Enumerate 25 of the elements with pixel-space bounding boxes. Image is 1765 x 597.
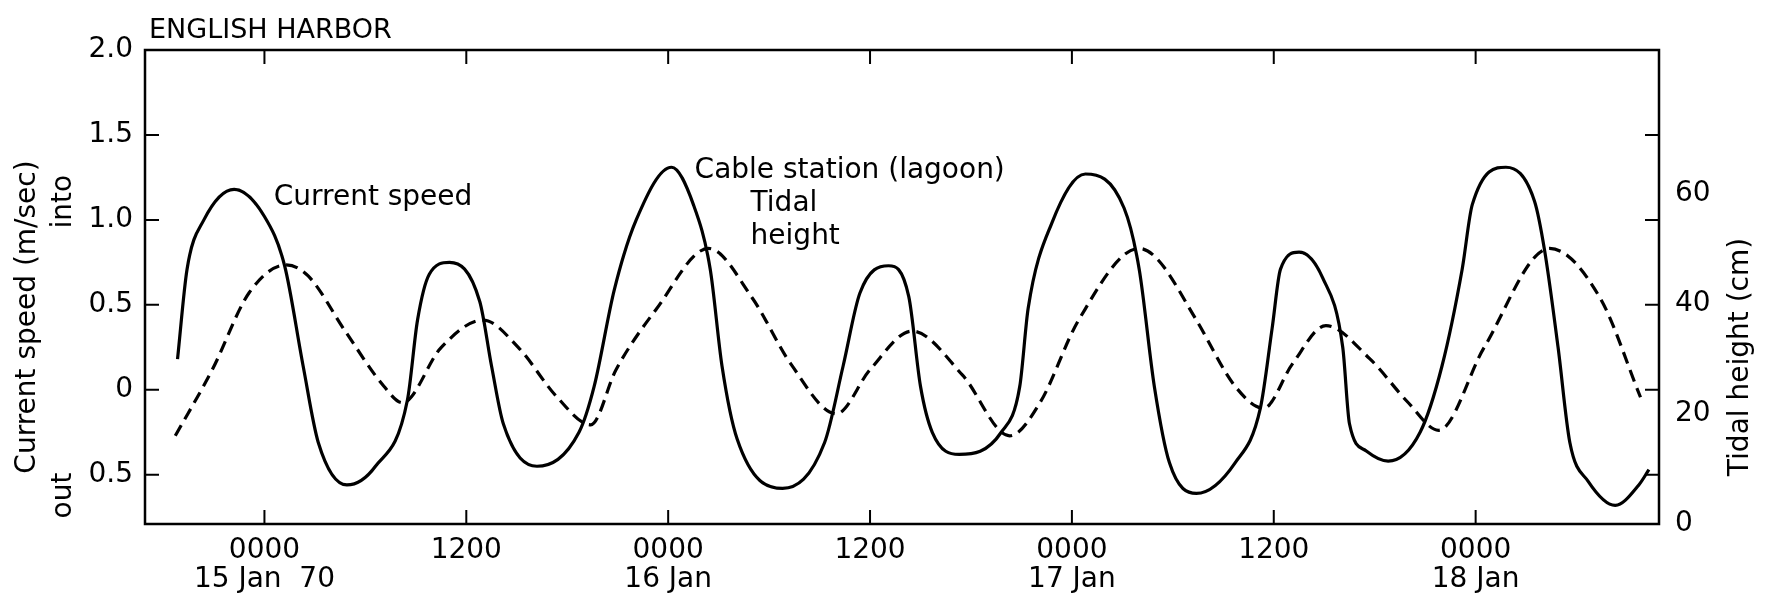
x-tick-label: 1200 [430,531,502,565]
y-tick-label: 1.5 [88,116,133,150]
x-tick-label: 1200 [834,531,906,565]
x-tick-label: 0000 18 Jan [1431,531,1520,595]
y2-tick-label: 20 [1675,395,1711,429]
annotation: Tidal height [749,185,840,252]
annotation: Cable station (lagoon) [694,152,1005,186]
x-tick-label: 0000 15 Jan 70 [193,531,335,595]
text: into [45,174,79,229]
annotation: Current speed [273,179,473,213]
y2-tick-label: 0 [1675,505,1693,539]
y2-tick-label: 60 [1675,174,1711,208]
y-axis-title: Current speed (m/sec) [9,160,43,474]
y2-axis-title: Tidal height (cm) [1722,237,1756,478]
y-tick-label: 0.5 [88,456,133,490]
y-tick-label: 0 [115,371,133,405]
y-tick-label: 1.0 [88,201,133,235]
x-tick-label: 1200 [1238,531,1310,565]
y-tick-label: 0.5 [88,286,133,320]
y-tick-label: 2.0 [88,31,133,65]
x-tick-label: 0000 17 Jan [1028,531,1116,595]
x-tick-label: 0000 16 Jan [624,531,713,595]
y2-tick-label: 40 [1675,284,1711,318]
text: out [45,472,79,519]
chart-title: ENGLISH HARBOR [149,12,392,44]
